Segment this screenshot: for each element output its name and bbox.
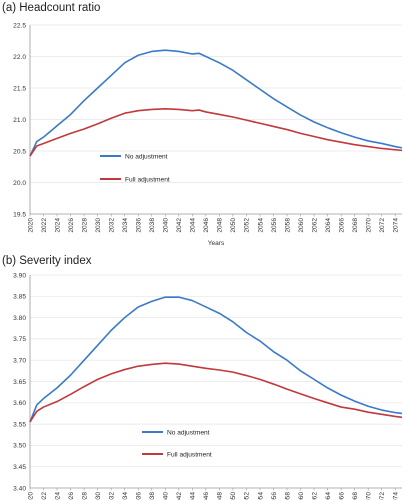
x-tick-label: 2038 [149,218,156,233]
x-tick-label: 2060 [298,218,305,233]
y-tick-label: 22.5 [13,22,26,29]
x-tick-label: 2054 [257,492,264,500]
y-tick-label: 3.90 [13,272,26,279]
x-tick-label: 2044 [190,218,197,233]
y-tick-label: 19.5 [13,211,26,218]
x-tick-label: 2068 [352,218,359,233]
y-tick-label: 21.0 [13,117,26,124]
x-tick-label: 2052 [244,492,251,500]
panel-title: (b) Severity index [2,255,92,267]
panel-title: (a) Headcount ratio [2,2,100,14]
x-tick-label: 2070 [365,218,372,233]
x-tick-label: 2062 [311,218,318,233]
legend-label: Full adjustment [167,451,212,458]
x-tick-label: 2024 [54,492,61,500]
x-tick-label: 2054 [257,218,264,233]
panel-severity-index: (b) Severity index 3.40 3.45 3.50 3.55 3.60 3.… [2,255,403,500]
x-axis-label: Years [208,240,225,247]
x-tick-label: 2050 [230,492,237,500]
y-tick-label: 20.5 [13,148,26,155]
x-tick-label: 2070 [365,492,372,500]
x-tick-label: 2028 [81,492,88,500]
x-tick-label: 2044 [190,492,197,500]
legend-label: No adjustment [167,429,210,436]
x-tick-label: 2024 [54,218,61,233]
series-line-no-adjustment [29,49,403,157]
x-tick-label: 2034 [122,218,129,233]
x-tick-label: 2048 [217,218,224,233]
x-tick-label: 2052 [244,218,251,233]
y-tick-label: 3.65 [13,379,26,386]
x-tick-label: 2048 [217,492,224,500]
x-tick-label: 2050 [230,218,237,233]
x-tick-label: 2032 [108,218,115,233]
legend-label: No adjustment [125,153,168,160]
panel-headcount-ratio: (a) Headcount ratio 19.5 20.0 20.5 21.0 21.5 2… [2,2,403,247]
y-tick-label: 3.70 [13,358,26,365]
x-tick-label: 2066 [338,218,345,233]
x-tick-label: 2060 [298,492,305,500]
series-line-full-adjustment [29,362,403,423]
x-tick-label: 2042 [176,218,183,233]
series-line-no-adjustment [29,296,403,423]
y-tick-label: 3.85 [13,294,26,301]
y-tick-label: 3.50 [13,443,26,450]
x-tick-label: 2030 [95,218,102,233]
legend-label: Full adjustment [125,176,170,183]
y-tick-label: 3.45 [13,464,26,471]
x-tick-label: 2040 [163,492,170,500]
x-tick-label: 2036 [136,218,143,233]
x-tick-label: 2028 [81,218,88,233]
x-tick-label: 2040 [163,218,170,233]
x-tick-label: 2034 [122,492,129,500]
x-tick-label: 2074 [393,492,400,500]
y-tick-label: 3.60 [13,400,26,407]
x-tick-label: 2056 [271,218,278,233]
x-tick-label: 2062 [311,492,318,500]
y-tick-label: 3.40 [13,485,26,492]
x-tick-label: 2042 [176,492,183,500]
y-tick-label: 20.0 [13,180,26,187]
x-tick-label: 2020 [27,218,34,233]
x-tick-label: 2038 [149,492,156,500]
x-tick-label: 2072 [379,218,386,233]
y-tick-label: 3.75 [13,336,26,343]
x-tick-label: 2046 [203,218,210,233]
x-tick-label: 2074 [393,218,400,233]
y-tick-label: 3.80 [13,315,26,322]
x-tick-label: 2026 [68,492,75,500]
x-tick-label: 2058 [284,492,291,500]
x-tick-label: 2058 [284,218,291,233]
x-tick-label: 2020 [27,492,34,500]
y-tick-label: 3.55 [13,421,26,428]
x-tick-label: 2030 [95,492,102,500]
series-line-full-adjustment [29,107,403,157]
x-tick-label: 2064 [325,218,332,233]
x-tick-label: 2056 [271,492,278,500]
y-tick-label: 22.0 [13,54,26,61]
x-tick-label: 2064 [325,492,332,500]
x-tick-label: 2026 [68,218,75,233]
y-tick-label: 21.5 [13,85,26,92]
x-tick-label: 2046 [203,492,210,500]
x-tick-label: 2022 [41,218,48,233]
x-tick-label: 2072 [379,492,386,500]
x-tick-label: 2068 [352,492,359,500]
x-tick-label: 2022 [41,492,48,500]
x-tick-label: 2066 [338,492,345,500]
x-tick-label: 2036 [136,492,143,500]
x-tick-label: 2032 [108,492,115,500]
